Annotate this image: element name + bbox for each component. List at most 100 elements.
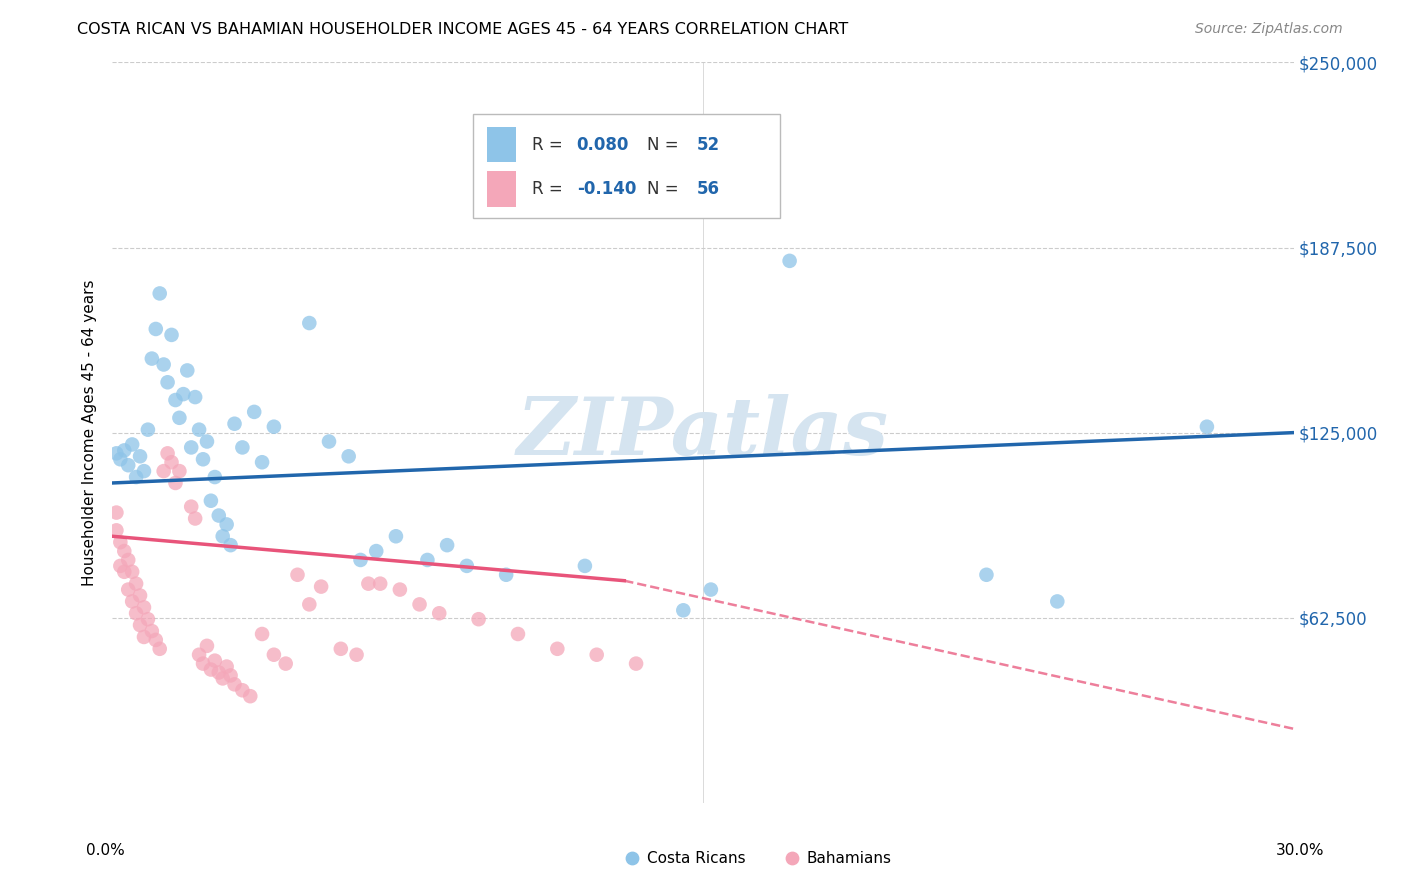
Point [1195,419,1218,434]
Point [388,582,411,597]
Point [298,316,321,330]
Point [136,612,159,626]
Point [132,600,155,615]
Point [110,558,132,573]
Point [231,441,253,455]
Point [329,641,352,656]
Point [204,470,226,484]
Point [165,392,187,407]
Point [176,363,198,377]
Point [125,607,148,621]
Point [160,327,183,342]
Point [250,455,273,469]
Point [224,417,246,431]
Point [574,558,596,573]
Point [188,423,211,437]
Point [121,437,143,451]
Point [188,648,211,662]
Point [416,553,439,567]
Point [263,648,285,662]
Point [117,553,139,567]
Point [112,443,135,458]
Point [156,376,179,390]
Point [408,598,430,612]
Point [385,529,408,543]
Point [337,450,360,464]
Point [132,464,155,478]
Point [169,464,191,478]
Point [672,603,695,617]
Point [495,567,517,582]
Point [112,565,135,579]
Point [366,544,388,558]
Text: Costa Ricans: Costa Ricans [648,851,747,866]
Point [191,452,214,467]
Point [112,544,135,558]
Point [274,657,297,671]
Point [211,672,233,686]
Point [456,558,478,573]
Point [208,665,231,680]
Text: N =: N = [648,180,685,198]
Point [506,627,529,641]
Point [195,639,218,653]
Point [349,553,371,567]
Point [976,567,998,582]
Bar [486,171,516,207]
Text: 0.0%: 0.0% [86,843,125,858]
Bar [486,127,516,162]
Point [250,627,273,641]
Point [156,446,179,460]
Point [149,641,172,656]
Text: 52: 52 [697,136,720,153]
Text: 30.0%: 30.0% [1277,843,1324,858]
Point [125,576,148,591]
Point [208,508,231,523]
Point [224,677,246,691]
Point [129,618,152,632]
Text: 56: 56 [697,180,720,198]
Point [180,500,202,514]
Point [180,441,202,455]
Text: N =: N = [648,136,685,153]
Point [1046,594,1069,608]
Text: Source: ZipAtlas.com: Source: ZipAtlas.com [1195,22,1343,37]
Point [204,654,226,668]
Point [129,450,152,464]
Point [546,641,568,656]
Point [215,659,238,673]
Point [200,493,222,508]
Point [117,458,139,473]
FancyBboxPatch shape [472,114,780,218]
Point [117,582,139,597]
Point [219,668,242,682]
Point [105,524,128,538]
Point [152,358,174,372]
Point [287,567,309,582]
Point [121,594,143,608]
Point [145,632,167,647]
Point [309,580,332,594]
Point [427,607,450,621]
Point [231,683,253,698]
Point [165,475,187,490]
Text: ZIPatlas: ZIPatlas [517,394,889,471]
Text: R =: R = [531,180,568,198]
Point [110,535,132,549]
Point [436,538,458,552]
Point [145,322,167,336]
Point [184,511,207,525]
Point [239,689,262,703]
Point [129,589,152,603]
Point [169,410,191,425]
Text: 0.080: 0.080 [576,136,628,153]
Point [105,506,128,520]
Point [141,351,163,366]
Point [624,657,647,671]
Point [298,598,321,612]
Point [105,446,128,460]
Point [132,630,155,644]
Point [125,470,148,484]
Point [195,434,218,449]
Point [700,582,723,597]
